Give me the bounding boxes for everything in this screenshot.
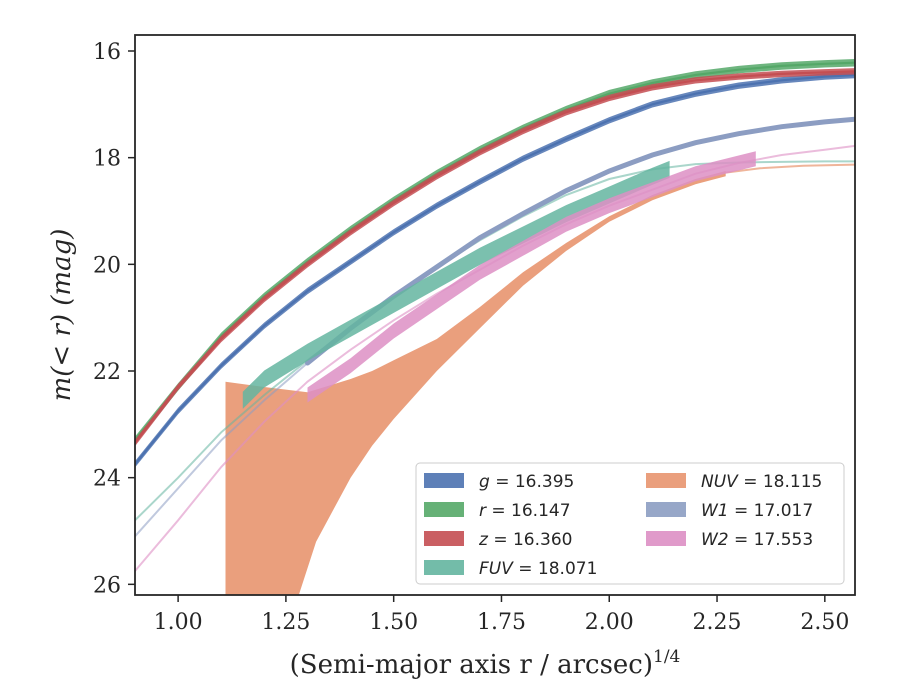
legend: g = 16.395 r = 16.147 z = 16.360 FUV = 18.0… <box>415 462 845 585</box>
legend-box <box>415 462 845 585</box>
x-tick-label: 1.00 <box>154 610 203 635</box>
legend-swatch-z <box>424 531 464 546</box>
x-tick-label: 1.25 <box>261 610 310 635</box>
y-tick-label: 26 <box>93 573 121 598</box>
legend-swatch-fuv <box>424 560 464 575</box>
y-axis-title: m(< r) (mag) <box>47 229 77 402</box>
x-tick-label: 1.75 <box>477 610 526 635</box>
legend-swatch-r <box>424 502 464 517</box>
series-w1-band <box>305 116 855 366</box>
series-nuv-band <box>225 171 726 595</box>
plot-frame <box>134 34 856 596</box>
x-tick-label: 2.00 <box>585 610 634 635</box>
x-axis-title: (Semi-major axis r / arcsec)1/4 <box>290 647 681 680</box>
y-tick-label: 22 <box>93 360 121 385</box>
legend-swatch-w2 <box>646 531 686 546</box>
y-tick-label: 20 <box>93 253 121 278</box>
legend-label-z: z = 16.360 <box>478 530 572 550</box>
legend-label-g: g = 16.395 <box>479 472 574 492</box>
y-tick-label: 24 <box>93 467 121 492</box>
legend-label-w1: W1 = 17.017 <box>701 501 813 521</box>
series-nuv-line <box>725 163 855 174</box>
legend-swatch-nuv <box>646 473 686 488</box>
x-axis-title-exponent: 1/4 <box>653 647 680 667</box>
series-g-line <box>135 73 855 465</box>
series-z-line <box>135 70 855 444</box>
legend-swatch-w1 <box>646 502 686 517</box>
x-tick-label: 2.50 <box>800 610 849 635</box>
legend-label-w2: W2 = 17.553 <box>701 530 813 550</box>
y-tick-label: 18 <box>93 147 121 172</box>
plot-area <box>135 59 855 595</box>
x-tick-label: 2.25 <box>693 610 742 635</box>
legend-label-r: r = 16.147 <box>479 501 571 521</box>
legend-label-fuv: FUV = 18.071 <box>479 559 597 579</box>
y-tick-label: 16 <box>93 40 121 65</box>
x-tick-label: 1.50 <box>369 610 418 635</box>
y-axis: 16 18 20 22 24 26 <box>93 40 135 598</box>
x-axis: 1.00 1.25 1.50 1.75 2.00 2.25 2.50 <box>154 595 849 635</box>
series-w2-band <box>307 151 756 403</box>
legend-label-nuv: NUV = 18.115 <box>701 472 822 492</box>
legend-swatch-g <box>424 473 464 488</box>
